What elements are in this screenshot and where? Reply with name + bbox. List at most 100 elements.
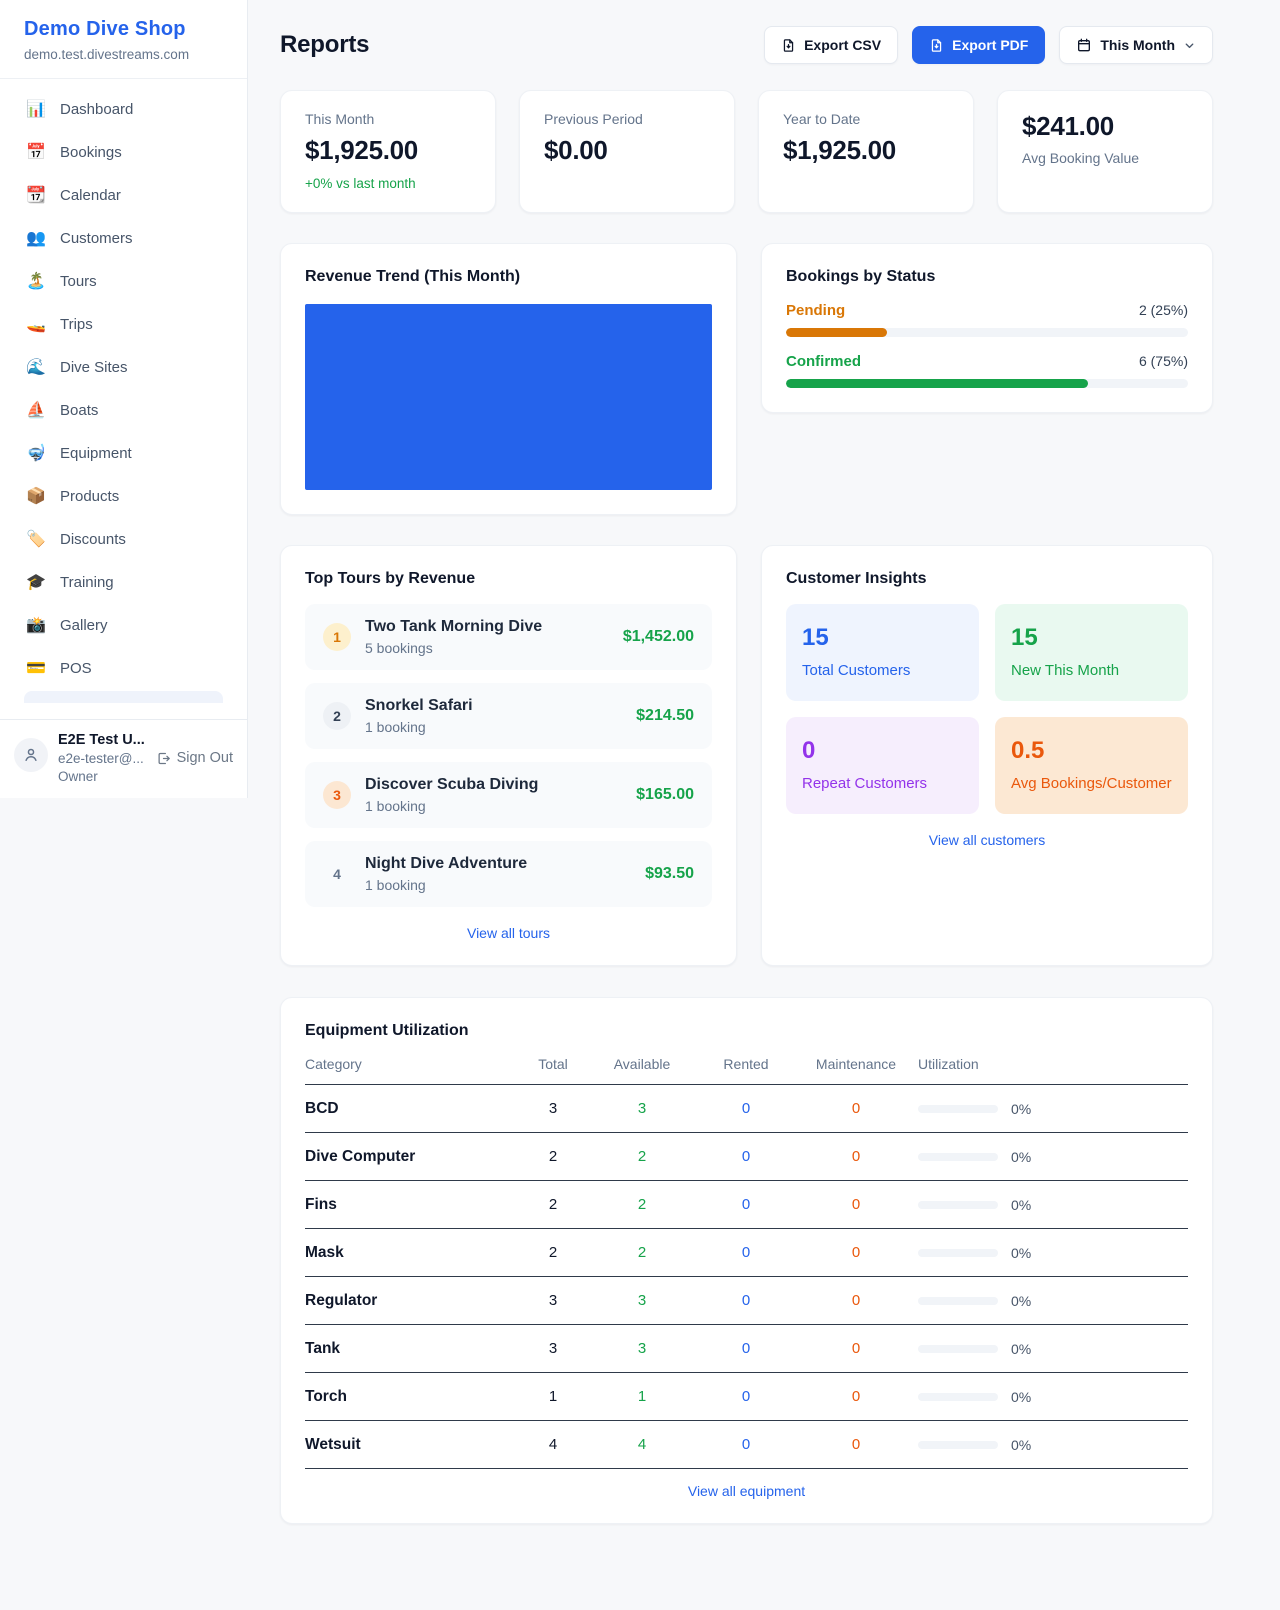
stat-value: $0.00 — [544, 135, 608, 165]
user-role: Owner — [58, 769, 98, 784]
table-row: Fins 2 2 0 0 0% — [305, 1181, 1188, 1229]
status-count: 6 (75%) — [1138, 353, 1188, 369]
utilization-bar — [918, 1296, 998, 1305]
status-label: Pending — [786, 302, 846, 319]
sidebar-item-dive-sites[interactable]: 🌊 Dive Sites — [26, 358, 128, 377]
utilization-bar — [918, 1440, 998, 1449]
utilization-bar — [918, 1392, 998, 1401]
sidebar-item-equipment[interactable]: 🤿 Equipment — [26, 444, 132, 463]
main-content: Reports Export CSV Export PDF This Month — [248, 0, 1280, 1564]
insight-tile-new-this-month: 15 New This Month — [995, 604, 1188, 701]
utilization-bar — [918, 1344, 998, 1353]
rank-badge: 3 — [323, 781, 351, 809]
export-csv-button[interactable]: Export CSV — [764, 26, 899, 64]
avatar — [14, 738, 48, 772]
sidebar-active-item-partial[interactable] — [24, 691, 223, 703]
sidebar-item-pos[interactable]: 💳 POS — [26, 659, 92, 678]
export-pdf-button[interactable]: Export PDF — [912, 26, 1046, 64]
view-all-equipment-link[interactable]: View all equipment — [687, 1483, 806, 1499]
stat-value: $1,925.00 — [783, 135, 896, 165]
table-row: Wetsuit 4 4 0 0 0% — [305, 1421, 1188, 1469]
sidebar-item-tours[interactable]: 🏝️ Tours — [26, 272, 97, 291]
user-email: e2e-tester@... — [58, 751, 144, 766]
calendar-icon — [1078, 38, 1091, 52]
tour-revenue: $214.50 — [636, 707, 694, 724]
top-tours-title: Top Tours by Revenue — [305, 570, 476, 587]
view-all-customers-link[interactable]: View all customers — [928, 832, 1046, 848]
progress-fill — [786, 379, 1088, 388]
status-count: 2 (25%) — [1138, 302, 1188, 318]
user-panel: E2E Test U... e2e-tester@... Sign Out Ow… — [0, 719, 247, 798]
table-row: Torch 1 1 0 0 0% — [305, 1373, 1188, 1421]
bookings-by-status-title: Bookings by Status — [786, 268, 936, 285]
tour-name: Discover Scuba Diving — [365, 776, 539, 793]
utilization-bar — [918, 1248, 998, 1257]
logout-icon — [158, 752, 170, 764]
bar-chart-icon: 📊 — [26, 101, 46, 118]
stat-card-year-to-date: Year to Date $1,925.00 — [758, 90, 974, 213]
progress-track — [786, 328, 1188, 337]
sidebar: Demo Dive Shop demo.test.divestreams.com… — [0, 0, 248, 798]
stat-value: $1,925.00 — [305, 135, 418, 165]
sidebar-item-calendar[interactable]: 📆 Calendar — [26, 186, 121, 205]
stat-card-previous-period: Previous Period $0.00 — [519, 90, 735, 213]
credit-card-icon: 💳 — [26, 660, 46, 677]
sidebar-item-gallery[interactable]: 📸 Gallery — [26, 616, 108, 635]
bookings-by-status-card: Bookings by Status Pending 2 (25%) Confi… — [761, 243, 1213, 413]
sidebar-item-dashboard[interactable]: 📊 Dashboard — [26, 100, 134, 119]
user-name: E2E Test U... — [58, 732, 145, 748]
camera-icon: 📸 — [26, 617, 46, 634]
sidebar-item-training[interactable]: 🎓 Training — [26, 573, 114, 592]
top-tours-card: Top Tours by Revenue 1 Two Tank Morning … — [280, 545, 737, 966]
island-icon: 🏝️ — [26, 273, 46, 290]
customer-insights-card: Customer Insights 15 Total Customers 15 … — [761, 545, 1213, 966]
insight-tile-avg-bookings: 0.5 Avg Bookings/Customer — [995, 717, 1188, 814]
revenue-trend-chart — [305, 304, 712, 490]
tour-revenue: $93.50 — [645, 865, 694, 882]
stat-card-this-month: This Month $1,925.00 +0% vs last month — [280, 90, 496, 213]
tour-bookings: 5 bookings — [365, 640, 433, 656]
utilization-bar — [918, 1104, 998, 1113]
shop-name: Demo Dive Shop — [24, 18, 186, 40]
sign-out-button[interactable]: Sign Out — [156, 750, 233, 766]
wave-icon: 🌊 — [26, 359, 46, 376]
tour-bookings: 1 booking — [365, 798, 426, 814]
utilization-bar — [918, 1200, 998, 1209]
insight-tile-repeat-customers: 0 Repeat Customers — [786, 717, 979, 814]
shop-header: Demo Dive Shop demo.test.divestreams.com — [0, 0, 247, 79]
table-row: Regulator 3 3 0 0 0% — [305, 1277, 1188, 1325]
calendar-date-icon: 📅 — [26, 144, 46, 161]
chevron-down-icon — [1185, 42, 1194, 48]
view-all-tours-link[interactable]: View all tours — [466, 925, 550, 941]
tour-list-item: 3 Discover Scuba Diving 1 booking $165.0… — [305, 762, 712, 828]
person-icon — [25, 748, 37, 761]
sidebar-item-boats[interactable]: ⛵ Boats — [26, 401, 99, 420]
sidebar-item-discounts[interactable]: 🏷️ Discounts — [26, 530, 126, 549]
sidebar-item-bookings[interactable]: 📅 Bookings — [26, 143, 122, 162]
tour-bookings: 1 booking — [365, 719, 426, 735]
customer-insights-title: Customer Insights — [786, 570, 927, 587]
tour-name: Snorkel Safari — [365, 697, 473, 714]
insight-tile-total-customers: 15 Total Customers — [786, 604, 979, 701]
rank-badge: 4 — [333, 866, 341, 882]
sidebar-item-customers[interactable]: 👥 Customers — [26, 229, 133, 248]
kpi-row: This Month $1,925.00 +0% vs last month P… — [280, 90, 1213, 213]
period-select[interactable]: This Month — [1059, 26, 1213, 64]
status-label: Confirmed — [786, 353, 861, 370]
sidebar-item-trips[interactable]: 🚤 Trips — [26, 315, 93, 334]
table-header: Category Total Available Rented Maintena… — [305, 1056, 1188, 1085]
tour-list-item: 4 Night Dive Adventure 1 booking $93.50 — [305, 841, 712, 907]
utilization-bar — [918, 1152, 998, 1161]
sidebar-item-products[interactable]: 📦 Products — [26, 487, 120, 506]
stat-delta: +0% vs last month — [305, 176, 416, 191]
sailboat-icon: ⛵ — [26, 402, 46, 419]
tag-icon: 🏷️ — [26, 531, 46, 548]
status-row-pending: Pending 2 (25%) — [786, 302, 1188, 337]
revenue-trend-card: Revenue Trend (This Month) — [280, 243, 737, 515]
equipment-utilization-card: Equipment Utilization Category Total Ava… — [280, 997, 1213, 1524]
tour-list-item: 2 Snorkel Safari 1 booking $214.50 — [305, 683, 712, 749]
sidebar-nav: 📊 Dashboard 📅 Bookings 📆 Calendar 👥 Cust… — [0, 79, 247, 719]
people-icon: 👥 — [26, 230, 46, 247]
graduation-cap-icon: 🎓 — [26, 574, 46, 591]
calendar-icon: 📆 — [26, 187, 46, 204]
